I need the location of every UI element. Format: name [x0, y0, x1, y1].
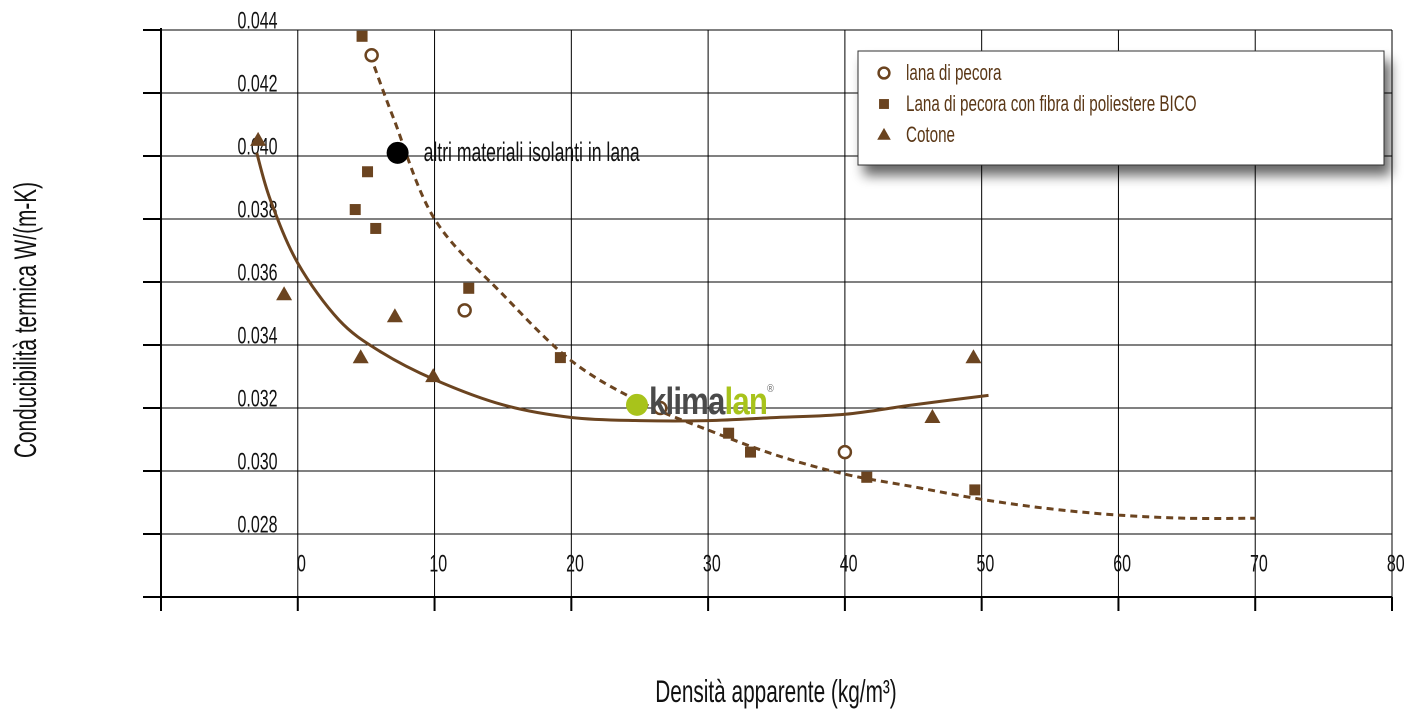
registered-mark: ® — [767, 383, 774, 395]
y-tick-label: 0.032 — [237, 387, 277, 413]
x-tick-label: 0 — [297, 552, 306, 578]
point-lana-bico — [463, 282, 475, 294]
y-tick-label: 0.028 — [237, 513, 277, 539]
klimalan-logo: klimalan® — [649, 381, 774, 423]
point-lana-bico — [723, 427, 735, 439]
x-tick-label: 30 — [703, 552, 721, 578]
point-cotone — [352, 349, 369, 364]
point-lana-bico — [362, 166, 374, 178]
x-tick-label: 70 — [1250, 552, 1268, 578]
klimalan-logo-part1: klima — [649, 381, 726, 423]
y-tick-label: 0.030 — [237, 450, 277, 476]
point-lana-di-pecora — [837, 444, 853, 460]
legend-box — [857, 50, 1385, 166]
y-axis-title: Conducibilità termica W/(m-K) — [8, 182, 43, 458]
trend-line-lana-di-pecora — [368, 54, 1256, 520]
x-tick-label: 40 — [840, 552, 858, 578]
x-tick-label: 10 — [429, 552, 447, 578]
y-tick-label: 0.044 — [237, 9, 277, 35]
legend: lana di pecora Lana di pecora con fibra d… — [857, 50, 1385, 166]
legend-marker-cotone — [877, 127, 891, 140]
klimalan-marker — [625, 393, 648, 416]
x-tick-label: 80 — [1387, 552, 1405, 578]
point-cotone — [276, 286, 293, 301]
y-tick-label: 0.042 — [237, 72, 277, 98]
point-lana-bico — [356, 30, 368, 42]
annotation-wool-label: altri materiali isolanti in lana — [424, 137, 640, 166]
point-cotone — [924, 409, 941, 424]
legend-label: Lana di pecora con fibra di poliestere B… — [906, 91, 1197, 115]
x-tick-label: 60 — [1113, 552, 1131, 578]
point-lana-di-pecora — [652, 400, 668, 416]
point-lana-bico — [745, 446, 757, 458]
klimalan-logo-part2: lan — [725, 381, 768, 423]
annotation-wool-marker — [386, 141, 409, 164]
x-axis-title: Densità apparente (kg/m³) — [655, 674, 896, 709]
tick-labels: 01020304050607080900.0280.0300.0320.0340… — [237, 9, 1405, 578]
point-lana-bico — [861, 471, 873, 483]
point-cotone — [386, 308, 403, 323]
y-tick-label: 0.034 — [237, 324, 277, 350]
x-tick-label: 50 — [976, 552, 994, 578]
legend-label: lana di pecora — [906, 60, 1002, 84]
legend-label: Cotone — [906, 122, 955, 146]
data-points — [250, 30, 982, 496]
y-tick-label: 0.036 — [237, 261, 277, 287]
point-cotone — [250, 131, 267, 146]
legend-marker-lana-bico — [879, 99, 889, 109]
point-lana-bico — [370, 222, 382, 234]
point-lana-bico — [969, 484, 981, 496]
legend-marker-lana-di-pecora — [877, 66, 891, 80]
x-tick-label: 20 — [566, 552, 584, 578]
point-lana-di-pecora — [457, 303, 472, 318]
annotations: altri materiali isolanti in lana klimalan… — [386, 137, 775, 423]
point-cotone — [965, 349, 982, 364]
point-cotone — [425, 368, 442, 383]
point-lana-bico — [554, 352, 566, 364]
point-lana-bico — [349, 204, 361, 216]
trend-lines — [255, 54, 1256, 520]
axes — [143, 28, 1393, 611]
point-lana-di-pecora — [364, 47, 379, 63]
trend-line-cotone — [255, 152, 989, 423]
